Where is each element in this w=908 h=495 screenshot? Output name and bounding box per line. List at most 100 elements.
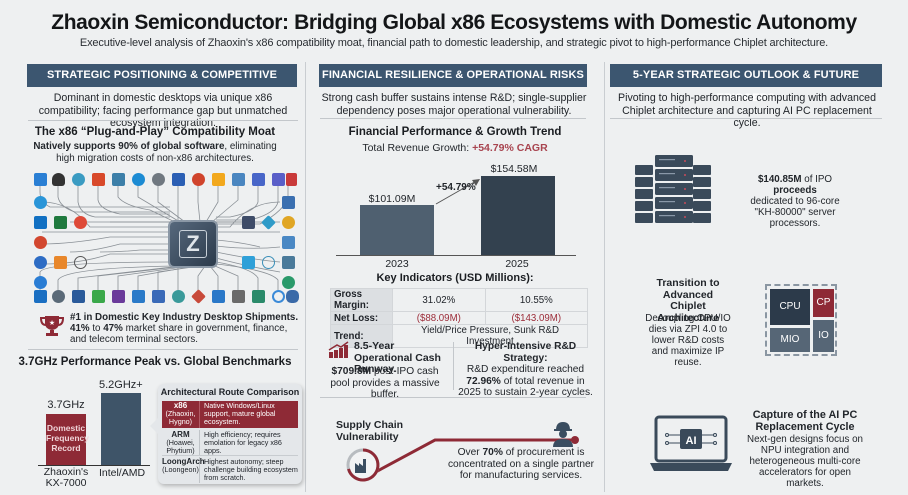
divider bbox=[28, 120, 298, 121]
io-block: IO bbox=[813, 320, 834, 352]
moat-desc: Natively supports 90% of global software… bbox=[33, 141, 277, 164]
growth-arrow-label: +54.79% bbox=[436, 182, 476, 193]
runway-desc: $709.8M post-IPO cash pool provides a ma… bbox=[330, 366, 440, 400]
aipc-title: Capture of the AI PC Replacement Cycle bbox=[752, 409, 858, 433]
bar-zhaoxin: Domestic Frequency Record bbox=[46, 414, 89, 465]
powerpoint-icon bbox=[192, 173, 205, 186]
bar-2025 bbox=[481, 176, 555, 255]
year-label: 2023 bbox=[385, 258, 409, 270]
moat-title: The x86 “Plug-and-Play” Compatibility Mo… bbox=[34, 126, 276, 138]
word-icon bbox=[172, 173, 185, 186]
app-icon bbox=[242, 256, 255, 269]
app-icon bbox=[72, 173, 85, 186]
app-icon bbox=[242, 216, 255, 229]
column-divider bbox=[305, 62, 306, 492]
settings-icon bbox=[152, 173, 165, 186]
supply-chain-desc: Over 70% of procurement is concentrated … bbox=[447, 447, 595, 481]
globe-icon bbox=[74, 256, 87, 269]
column-divider bbox=[604, 62, 605, 492]
teams-icon bbox=[272, 173, 285, 186]
analytics-icon bbox=[212, 173, 225, 186]
compatibility-diagram: Z bbox=[30, 172, 299, 304]
app-icon bbox=[282, 196, 295, 209]
factory-gauge-icon bbox=[346, 448, 380, 482]
ai-laptop-icon: AI bbox=[650, 415, 732, 471]
zoom-icon bbox=[34, 276, 47, 289]
divider bbox=[320, 397, 586, 398]
app-icon bbox=[252, 173, 265, 186]
outlook-icon bbox=[212, 290, 225, 303]
architecture-comparison-callout: Architectural Route Comparison x86 (Zhaox… bbox=[158, 384, 302, 484]
section-banner-strategic: STRATEGIC POSITIONING & COMPETITIVE LAND… bbox=[27, 64, 297, 104]
app-icon bbox=[112, 173, 125, 186]
section-banner-financial: FINANCIAL RESILIENCE & OPERATIONAL RISKS bbox=[319, 64, 587, 87]
svg-text:★: ★ bbox=[49, 319, 55, 327]
table-row: Gross Margin: 31.02% 10.55% bbox=[330, 288, 589, 312]
office-icon bbox=[92, 173, 105, 186]
perf-title: 3.7GHz Performance Peak vs. Global Bench… bbox=[18, 356, 292, 368]
chrome-icon bbox=[74, 216, 87, 229]
supply-chain-title: Supply Chain Vulnerability bbox=[336, 419, 404, 443]
supply-chain-connector bbox=[369, 436, 579, 477]
app-icon bbox=[282, 256, 295, 269]
worker-icon bbox=[553, 422, 573, 447]
files-icon bbox=[232, 173, 245, 186]
rd-strategy: Hyper-Intensive R&D Strategy: R&D expend… bbox=[458, 341, 593, 398]
app-icon bbox=[92, 290, 105, 303]
trophy-icon: ★ bbox=[40, 316, 64, 336]
section-banner-outlook: 5-YEAR STRATEGIC OUTLOOK & FUTURE TRIGGE… bbox=[610, 64, 882, 104]
axis-line bbox=[336, 255, 576, 256]
outlook-icon bbox=[34, 290, 47, 303]
app-icon bbox=[282, 276, 295, 289]
server-rack-icon bbox=[635, 155, 711, 223]
year-label: 2025 bbox=[505, 258, 529, 270]
ie-icon bbox=[34, 196, 47, 209]
svg-text:AI: AI bbox=[686, 435, 697, 447]
app-icon bbox=[172, 290, 185, 303]
section-lead: Pivoting to high-performance computing w… bbox=[618, 92, 876, 129]
windows-icon bbox=[34, 173, 47, 186]
app-icon bbox=[282, 236, 295, 249]
divider bbox=[28, 349, 298, 350]
globe-icon bbox=[262, 256, 275, 269]
comparison-row-x86: x86 (Zhaoxin, Hygno) Native Windows/Linux… bbox=[162, 401, 298, 428]
divider bbox=[453, 342, 454, 390]
section-lead: Strong cash buffer sustains intense R&D;… bbox=[321, 92, 587, 117]
app-icon bbox=[52, 290, 65, 303]
python-icon bbox=[286, 290, 299, 303]
bar-value-label: 3.7GHz bbox=[47, 399, 85, 411]
circuit-traces-icon bbox=[39, 182, 289, 290]
comparison-row-arm: ARM (Hoawei, Phytium) High efficiency; re… bbox=[162, 430, 298, 456]
axis-line bbox=[38, 465, 150, 466]
ipo-proceeds-text: $140.85M of IPO proceeds dedicated to 96… bbox=[750, 174, 840, 229]
linux-icon bbox=[52, 173, 65, 186]
bar-value-label: 5.2GHz+ bbox=[99, 379, 143, 391]
growth-chart-icon bbox=[328, 341, 349, 358]
callout-pointer bbox=[150, 417, 159, 435]
bar-value-label: $101.09M bbox=[368, 193, 416, 205]
page-subtitle: Executive-level analysis of Zhaoxin's x8… bbox=[79, 37, 829, 49]
chrome-icon bbox=[282, 216, 295, 229]
outlook-icon bbox=[34, 216, 47, 229]
app-icon bbox=[152, 290, 165, 303]
table-row: Net Loss: ($88.09M) ($143.09M) bbox=[330, 311, 589, 325]
cpu-block: CPU bbox=[770, 289, 810, 325]
acrobat-icon bbox=[34, 236, 47, 249]
drive-icon bbox=[272, 290, 285, 303]
app-icon bbox=[252, 290, 265, 303]
bar-intel-amd bbox=[101, 393, 141, 465]
app-icon bbox=[34, 256, 47, 269]
page-title: Zhaoxin Semiconductor: Bridging Global x… bbox=[51, 11, 857, 34]
comparison-row-loongarch: LoongArch (Loongeon) Highest autonomy; st… bbox=[162, 457, 298, 483]
office-icon bbox=[286, 173, 297, 186]
app-icon bbox=[232, 290, 245, 303]
indicators-title: Key Indicators (USD Millions): bbox=[376, 272, 534, 284]
chiplet-diagram: CPU CP MIO IO bbox=[765, 284, 837, 356]
table-row: Trend: Yield/Price Pressure, Sunk R&D In… bbox=[330, 324, 588, 348]
growth-label: Total Revenue Growth: +54.79% CAGR bbox=[362, 142, 548, 154]
chiplet-desc: Decoupling CPU/IO dies via ZPI 4.0 to lo… bbox=[645, 313, 731, 368]
chart-title: Financial Performance & Growth Trend bbox=[348, 126, 562, 138]
excel-icon bbox=[54, 216, 67, 229]
bar-category-label: Intel/AMD bbox=[98, 467, 146, 479]
header: Zhaoxin Semiconductor: Bridging Global x… bbox=[0, 0, 908, 56]
